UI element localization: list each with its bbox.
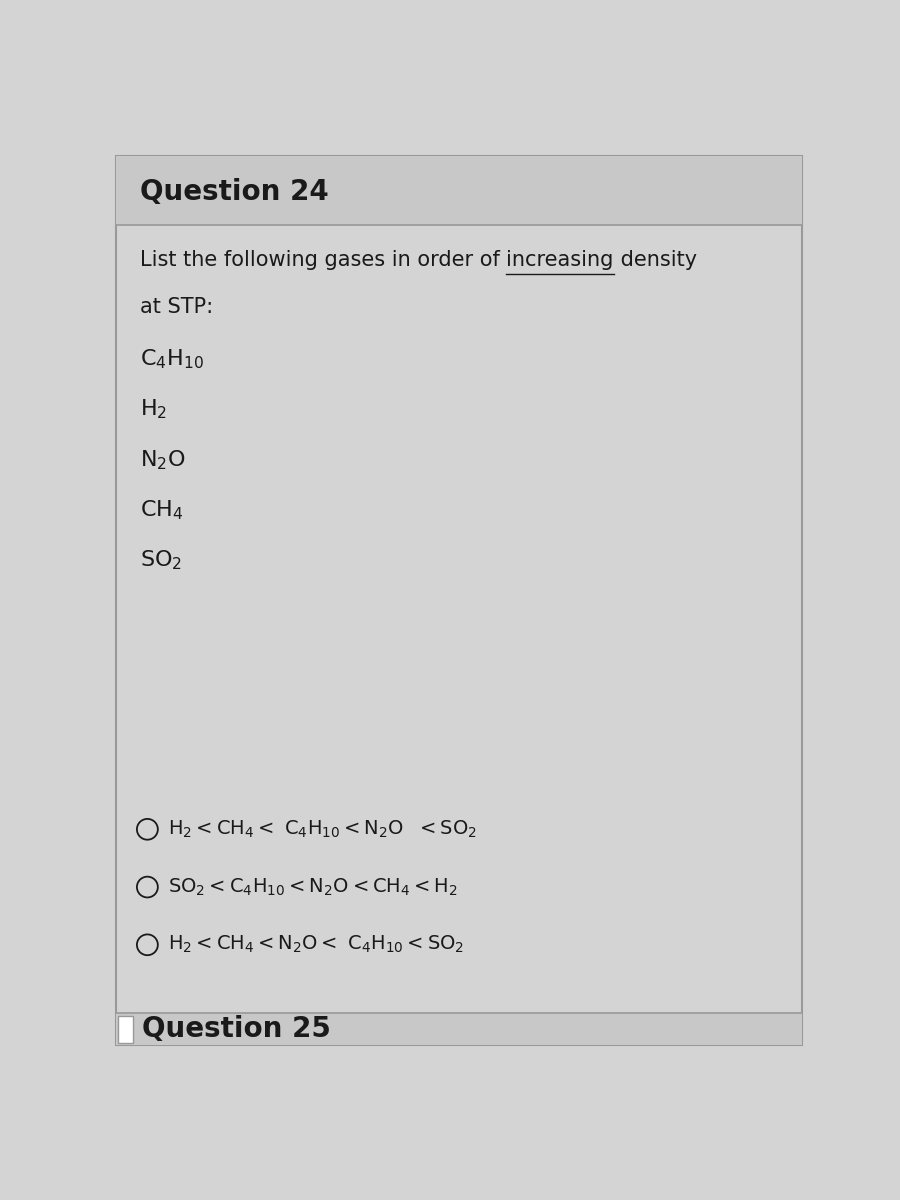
Text: $\mathrm{CH_4}$: $\mathrm{CH_4}$ [140,498,183,522]
Text: $\mathrm{N_2O}$: $\mathrm{N_2O}$ [140,448,185,472]
Text: List the following gases in order of: List the following gases in order of [140,250,506,270]
Text: $\mathrm{C_4H_{10}}$: $\mathrm{C_4H_{10}}$ [140,348,203,371]
Text: $\mathrm{SO_2}$: $\mathrm{SO_2}$ [140,548,182,571]
Text: $\mathrm{H_2 < CH_4 < N_2O <\ C_4H_{10} < SO_2}$: $\mathrm{H_2 < CH_4 < N_2O <\ C_4H_{10} … [168,934,464,955]
Text: $\mathrm{H_2}$: $\mathrm{H_2}$ [140,398,166,421]
Text: at STP:: at STP: [140,298,212,317]
Text: Question 25: Question 25 [142,1015,331,1043]
Text: density: density [614,250,697,270]
Text: $\mathrm{H_2 < CH_4 <\ C_4H_{10} < N_2O\ \ < SO_2}$: $\mathrm{H_2 < CH_4 <\ C_4H_{10} < N_2O\… [168,818,477,840]
FancyBboxPatch shape [118,1016,133,1043]
Text: List the following gases in order of: List the following gases in order of [140,250,506,270]
Text: Question 24: Question 24 [140,178,328,205]
FancyBboxPatch shape [116,156,802,1045]
Text: $\mathrm{SO_2 < C_4H_{10} < N_2O < CH_4 < H_2}$: $\mathrm{SO_2 < C_4H_{10} < N_2O < CH_4 … [168,876,458,898]
FancyBboxPatch shape [116,156,802,224]
Text: increasing: increasing [506,250,614,270]
FancyBboxPatch shape [116,1013,802,1045]
